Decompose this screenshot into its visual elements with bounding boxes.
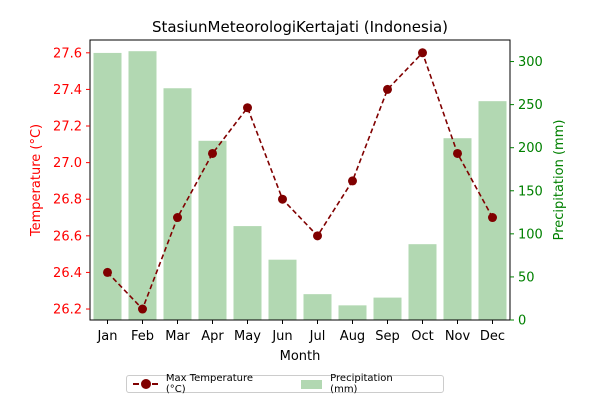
temperature-point-feb bbox=[138, 304, 147, 314]
legend-line-marker-icon bbox=[133, 379, 158, 389]
legend-label-precipitation: Precipitation (mm) bbox=[330, 373, 393, 395]
x-tick-label: Aug bbox=[340, 329, 365, 344]
temperature-point-dec bbox=[488, 213, 497, 223]
precipitation-bar-may bbox=[233, 226, 262, 320]
temperature-point-aug bbox=[348, 176, 357, 186]
line-layer bbox=[103, 48, 497, 314]
temperature-point-mar bbox=[173, 213, 182, 223]
x-tick-label: Nov bbox=[445, 329, 471, 344]
y-right-tick-label: 0 bbox=[518, 314, 526, 329]
y-right-tick-label: 300 bbox=[518, 55, 543, 70]
temperature-point-nov bbox=[453, 148, 462, 158]
temperature-point-sep bbox=[383, 84, 392, 94]
y-axis-label-right: Precipitation (mm) bbox=[552, 120, 567, 241]
y-right-tick-label: 250 bbox=[518, 98, 543, 113]
x-tick-label: Apr bbox=[201, 329, 224, 344]
legend-item-precipitation: Precipitation (mm) bbox=[301, 373, 419, 395]
x-tick-label: Dec bbox=[480, 329, 505, 344]
x-axis-label: Month bbox=[280, 349, 321, 364]
temperature-point-apr bbox=[208, 148, 217, 158]
temperature-point-jan bbox=[103, 267, 112, 277]
y-left-tick-label: 27.4 bbox=[53, 83, 82, 98]
precipitation-bar-jun bbox=[268, 259, 297, 320]
y-left-tick-label: 26.4 bbox=[53, 266, 82, 281]
y-axis-label-left: Temperature (°C) bbox=[29, 124, 44, 237]
y-left-tick-label: 27.0 bbox=[53, 156, 82, 171]
temperature-point-jul bbox=[313, 231, 322, 241]
precipitation-bar-aug bbox=[338, 305, 367, 320]
temperature-point-jun bbox=[278, 194, 287, 204]
x-tick-label: Feb bbox=[131, 329, 154, 344]
x-tick-label: Oct bbox=[411, 329, 433, 344]
y-right-tick-label: 50 bbox=[518, 270, 535, 285]
legend-item-temperature: Max Temperature (°C) bbox=[133, 373, 271, 395]
y-right-tick-label: 150 bbox=[518, 184, 543, 199]
precipitation-bar-feb bbox=[128, 51, 157, 320]
legend-label-temperature: Max Temperature (°C) bbox=[165, 373, 254, 395]
temperature-point-oct bbox=[418, 48, 427, 58]
precipitation-bar-mar bbox=[163, 88, 192, 320]
y-left-tick-label: 27.2 bbox=[53, 120, 82, 135]
bars-layer bbox=[93, 51, 507, 321]
axes-layer: Jan Feb Mar Apr May Jun Jul Aug Sep Oct Nov Dec 26.2… bbox=[53, 39, 543, 344]
precipitation-bar-dec bbox=[478, 101, 507, 321]
precipitation-bar-jul bbox=[303, 294, 332, 320]
chart-title: StasiunMeteorologiKertajati (Indonesia) bbox=[152, 18, 448, 36]
temperature-point-may bbox=[243, 103, 252, 113]
x-tick-label: Mar bbox=[165, 329, 190, 344]
x-tick-label: Jun bbox=[271, 329, 292, 344]
y-right-tick-label: 200 bbox=[518, 141, 543, 156]
x-tick-label: Jul bbox=[309, 329, 326, 344]
precipitation-bar-oct bbox=[408, 244, 437, 320]
legend-bar-marker-icon bbox=[301, 379, 323, 389]
y-right-tick-label: 100 bbox=[518, 227, 543, 242]
precipitation-bar-apr bbox=[198, 140, 227, 320]
precipitation-bar-jan bbox=[93, 52, 122, 321]
precipitation-bar-sep bbox=[373, 297, 402, 320]
y-left-tick-label: 27.6 bbox=[53, 46, 82, 61]
y-left-tick-label: 26.2 bbox=[53, 303, 82, 318]
x-tick-label: Sep bbox=[375, 329, 400, 344]
legend: Max Temperature (°C) Precipitation (mm) bbox=[126, 373, 444, 395]
temperature-line bbox=[106, 51, 494, 311]
y-left-tick-label: 26.8 bbox=[53, 193, 82, 208]
x-tick-label: Jan bbox=[96, 329, 117, 344]
y-left-tick-label: 26.6 bbox=[53, 229, 82, 244]
precipitation-bar-nov bbox=[443, 138, 472, 320]
x-tick-label: May bbox=[234, 329, 261, 344]
plot-frame bbox=[89, 39, 511, 321]
